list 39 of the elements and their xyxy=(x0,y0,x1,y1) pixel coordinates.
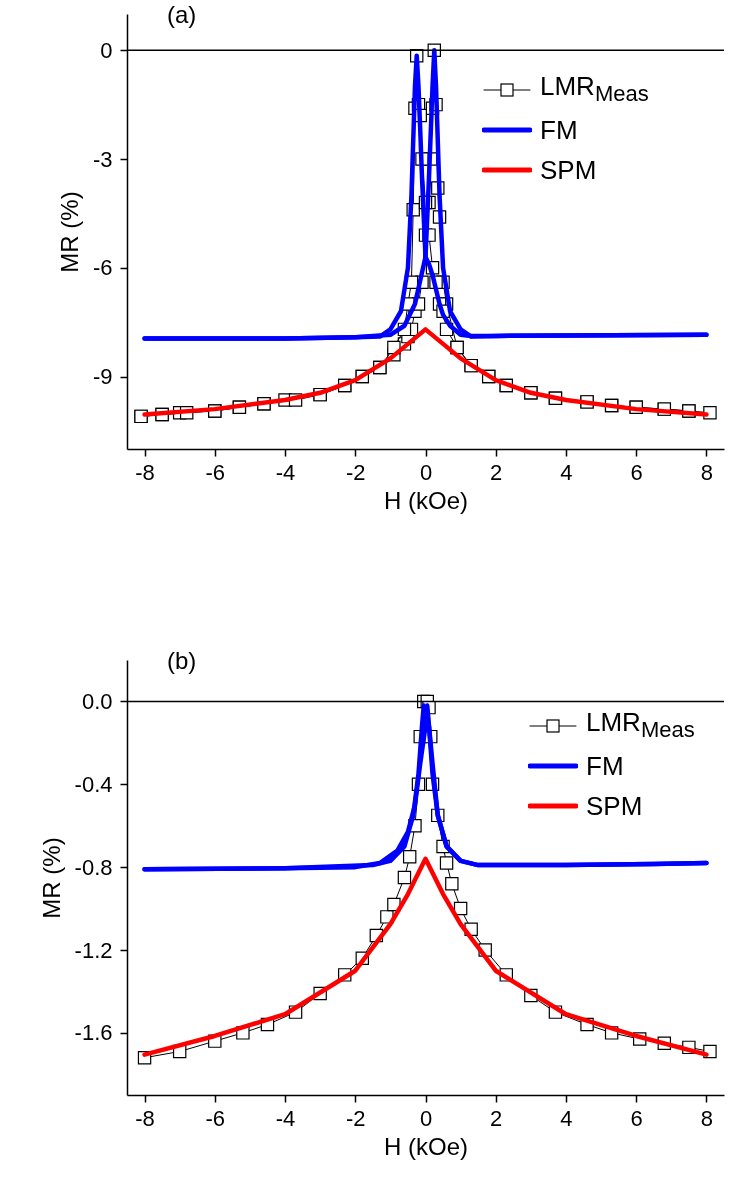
y-tick-label: -6 xyxy=(92,255,113,281)
y-axis-title: MR (%) xyxy=(55,191,83,273)
x-tick-label: -2 xyxy=(345,459,366,485)
annotation: (a) xyxy=(167,1,197,28)
x-tick-label: 6 xyxy=(630,1105,643,1131)
x-tick-label: 8 xyxy=(700,1105,714,1131)
legend-label: LMR$_{Meas}$ xyxy=(586,705,695,745)
x-tick-label: -8 xyxy=(135,1105,155,1131)
x-tick-label: 4 xyxy=(560,459,573,485)
x-axis-title: H (kOe) xyxy=(384,486,468,514)
y-tick-label: 0.0 xyxy=(81,688,113,714)
x-tick-label: -4 xyxy=(275,459,296,485)
x-tick-label: -2 xyxy=(345,1105,366,1131)
legend-label: SPM xyxy=(586,790,643,823)
x-tick-label: -4 xyxy=(275,1105,296,1131)
x-tick-label: 2 xyxy=(490,459,503,485)
y-tick-label: -3 xyxy=(92,146,113,172)
y-tick-label: -1.6 xyxy=(74,1020,113,1046)
x-tick-label: -6 xyxy=(205,459,226,485)
y-tick-label: -9 xyxy=(92,364,113,389)
legend-label: SPM xyxy=(540,154,597,187)
legend-label: FM xyxy=(540,114,578,147)
x-axis-title: H (kOe) xyxy=(384,1132,468,1160)
legend-label: FM xyxy=(586,750,624,783)
x-tick-label: 6 xyxy=(630,459,643,485)
x-tick-label: 0 xyxy=(419,459,433,485)
y-axis-title: MR (%) xyxy=(37,837,65,919)
legend-label: LMR$_{Meas}$ xyxy=(540,69,649,109)
annotation: (b) xyxy=(167,647,197,674)
x-tick-label: -6 xyxy=(205,1105,226,1131)
x-tick-label: 2 xyxy=(490,1105,503,1131)
x-tick-label: 8 xyxy=(700,459,714,485)
y-tick-label: -0.8 xyxy=(74,854,113,880)
y-tick-label: -0.4 xyxy=(74,771,113,797)
x-tick-label: 0 xyxy=(419,1105,433,1131)
y-tick-label: -1.2 xyxy=(74,937,113,963)
x-tick-label: -8 xyxy=(135,459,155,485)
x-tick-label: 4 xyxy=(560,1105,573,1131)
y-tick-label: 0 xyxy=(100,37,113,63)
